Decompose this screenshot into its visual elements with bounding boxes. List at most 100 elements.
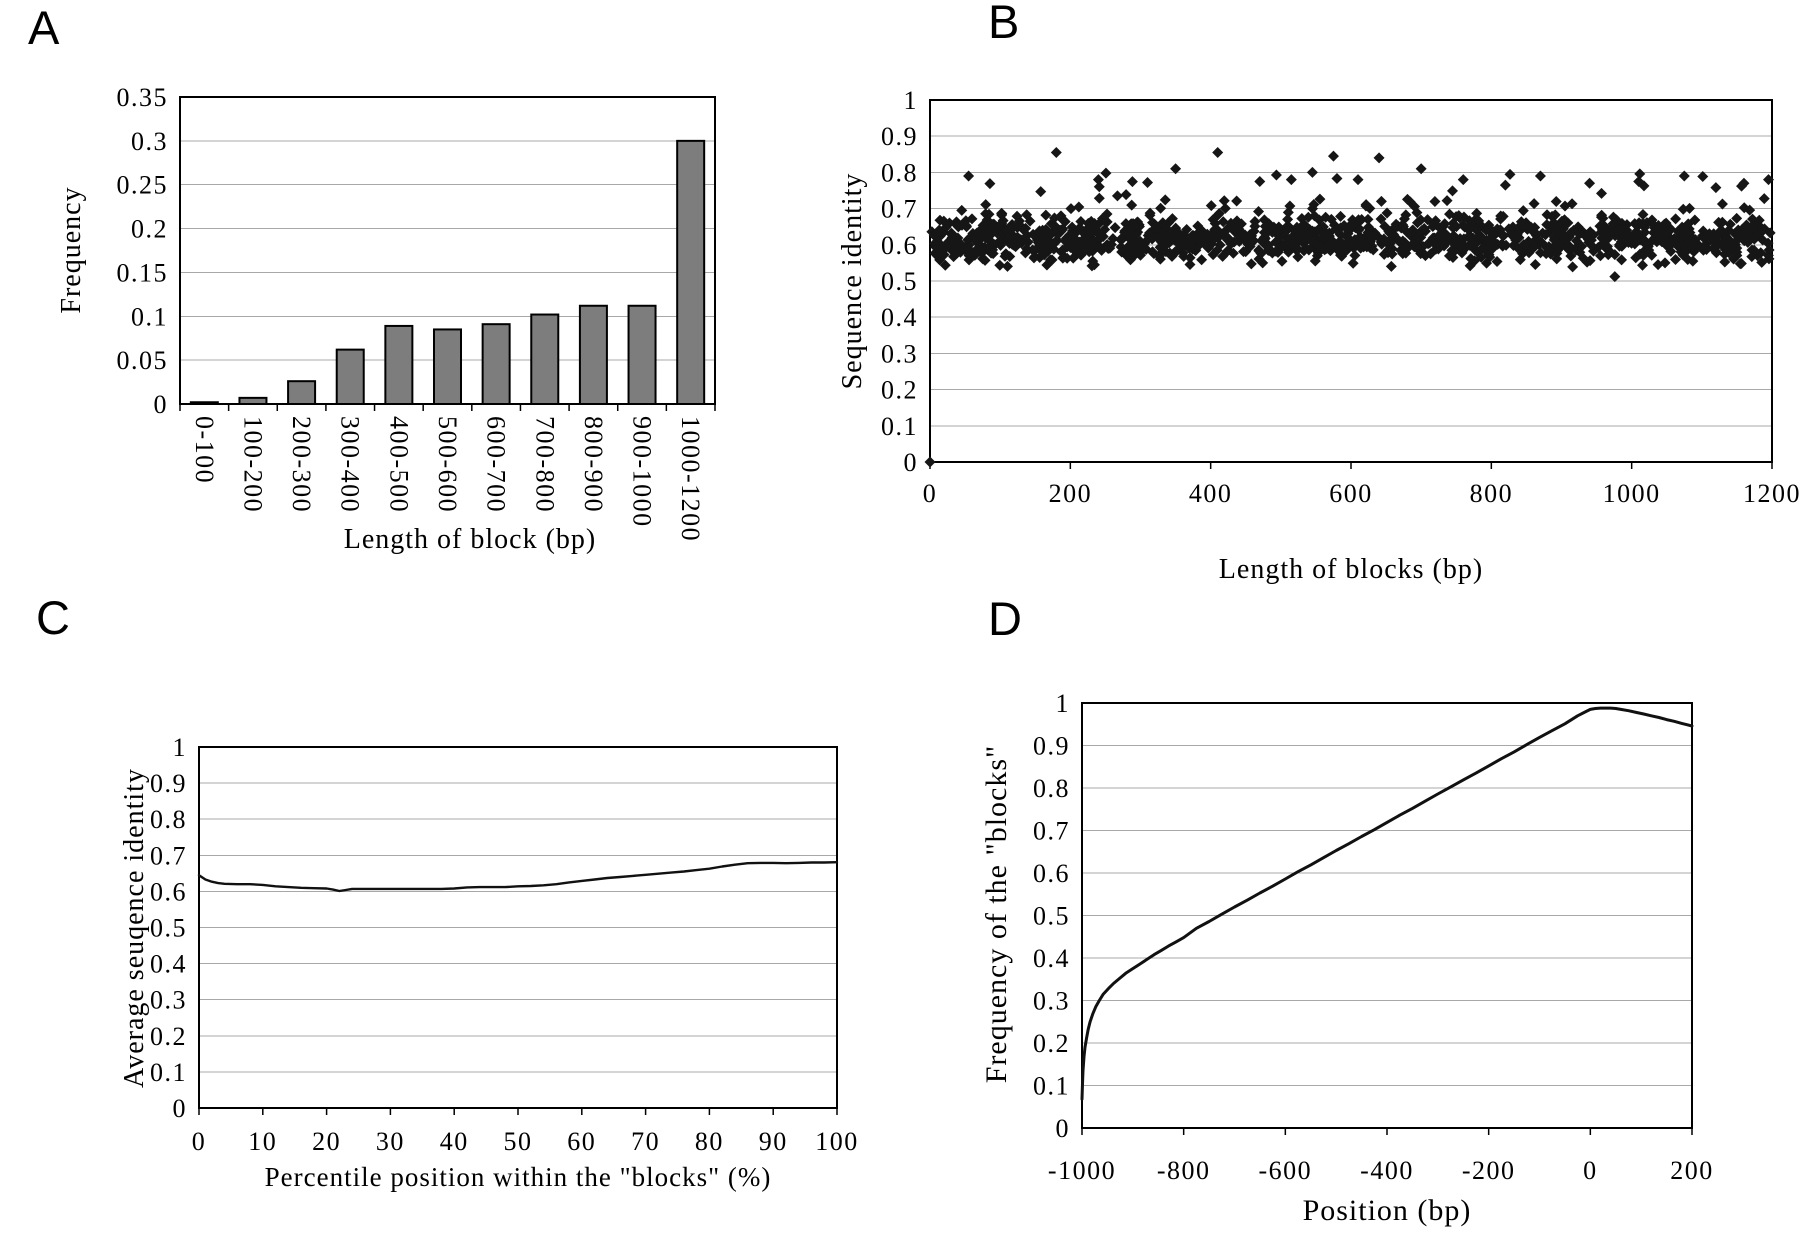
panel-b-data-point xyxy=(1483,249,1495,261)
panel-b-data-point xyxy=(1218,195,1230,207)
panel-b-data-point xyxy=(1509,231,1521,243)
panel-b-data-point xyxy=(1332,237,1344,249)
panel-b-data-point xyxy=(1470,213,1482,225)
panel-b-data-point xyxy=(1166,250,1178,262)
panel-b-data-point xyxy=(977,253,989,265)
panel-b-data-point xyxy=(1126,199,1138,211)
panel-d-x-axis-title: Position (bp) xyxy=(1302,1194,1472,1227)
panel-b-data-point xyxy=(1700,244,1712,256)
panel-b-data-point xyxy=(1064,241,1076,253)
panel-c-x-axis-title: Percentile position within the "blocks" … xyxy=(264,1162,772,1192)
panel-b-data-point xyxy=(1087,255,1099,267)
panel-a-x-category-label: 300-400 xyxy=(336,416,365,513)
panel-a-x-category-label: 200-300 xyxy=(287,416,316,513)
panel-b-data-point xyxy=(1095,243,1107,255)
panel-c-y-tick-label: 0.2 xyxy=(150,1022,187,1051)
panel-b-y-tick-label: 0.2 xyxy=(881,376,918,405)
panel-b-data-point xyxy=(939,259,951,271)
panel-b-data-point xyxy=(1670,254,1682,266)
panel-c-x-tick-label: 30 xyxy=(376,1127,405,1156)
panel-b-data-point xyxy=(1741,228,1753,240)
panel-d-y-tick-label: 0.6 xyxy=(1033,859,1070,888)
panel-c-y-tick-label: 0.9 xyxy=(150,769,187,798)
panel-b-data-point xyxy=(956,204,968,216)
panel-b-data-point xyxy=(1550,196,1562,208)
panel-b-data-point xyxy=(1601,240,1613,252)
panel-b-data-point xyxy=(1507,221,1519,233)
panel-b-data-point xyxy=(1276,255,1288,267)
panel-b-data-point xyxy=(1071,246,1083,258)
panel-a-bar xyxy=(530,313,560,406)
panel-a-letter: A xyxy=(28,1,60,54)
panel-c-x-tick-label: 10 xyxy=(248,1127,277,1156)
panel-b-data-point xyxy=(1352,174,1364,186)
panel-c-x-tick-label: 0 xyxy=(192,1127,207,1156)
panel-b-data-point xyxy=(1187,243,1199,255)
panel-b-data-point xyxy=(1240,246,1252,258)
panel-b-data-point xyxy=(963,243,975,255)
panel-b-data-point xyxy=(1120,189,1132,201)
panel-b-data-point xyxy=(1500,239,1512,251)
panel-a-x-category-label: 900-1000 xyxy=(628,416,657,528)
panel-b-data-point xyxy=(1634,168,1646,180)
panel-b-data-point xyxy=(1356,213,1368,225)
panel-d-y-axis-title: Frequency of the "blocks" xyxy=(980,744,1013,1084)
panel-b-data-point xyxy=(1637,249,1649,261)
panel-b-data-point xyxy=(933,249,945,261)
panel-b-data-point xyxy=(1633,175,1645,187)
panel-b-data-point xyxy=(1746,244,1758,256)
panel-b-data-point xyxy=(1320,211,1332,223)
panel-b-data-point xyxy=(1758,193,1770,205)
panel-a-y-axis-title: Frequency xyxy=(56,186,87,314)
panel-b-data-point xyxy=(1494,224,1506,236)
panel-b-data-point xyxy=(1040,209,1052,221)
panel-b-data-point xyxy=(1177,247,1189,259)
panel-b-data-point xyxy=(939,242,951,254)
panel-b-data-point xyxy=(1221,234,1233,246)
panel-b-data-point xyxy=(1361,241,1373,253)
panel-b-data-point xyxy=(1059,216,1071,228)
panel-b-data-point xyxy=(1231,195,1243,207)
panel-b-data-point xyxy=(1551,253,1563,265)
panel-b-data-point xyxy=(948,251,960,263)
panel-b-data-point xyxy=(1548,234,1560,246)
panel-c-x-tick-label: 90 xyxy=(759,1127,788,1156)
panel-b-data-point xyxy=(1221,223,1233,235)
panel-b-data-point xyxy=(1637,208,1649,220)
panel-b-data-point xyxy=(1597,237,1609,249)
panel-b-x-tick-label: 600 xyxy=(1329,479,1373,508)
panel-b-data-point xyxy=(1464,239,1476,251)
panel-b-data-point xyxy=(1259,231,1271,243)
panel-b-data-point xyxy=(1574,246,1586,258)
panel-b-data-point xyxy=(1455,242,1467,254)
panel-b-y-tick-label: 0.6 xyxy=(881,231,918,260)
panel-b-data-point xyxy=(1705,234,1717,246)
panel-b-data-point xyxy=(1015,237,1027,249)
panel-b-data-point xyxy=(1546,210,1558,222)
panel-b-data-point xyxy=(1129,221,1141,233)
panel-b-data-point xyxy=(1473,246,1485,258)
panel-b-data-point xyxy=(1540,229,1552,241)
panel-b-data-point xyxy=(1370,229,1382,241)
panel-b-data-point xyxy=(1596,187,1608,199)
panel-b-data-point xyxy=(1327,150,1339,162)
panel-b-data-point xyxy=(1335,210,1347,222)
panel-c-y-tick-label: 0.4 xyxy=(150,950,187,979)
panel-b-data-point xyxy=(980,199,992,211)
panel-b-data-point xyxy=(1254,175,1266,187)
panel-b-data-point xyxy=(1438,240,1450,252)
panel-b-data-point xyxy=(1018,224,1030,236)
panel-b-data-point xyxy=(1439,218,1451,230)
panel-b-data-point xyxy=(1296,236,1308,248)
panel-b-data-point xyxy=(1541,219,1553,231)
panel-d-x-tick-label: -200 xyxy=(1462,1156,1516,1185)
panel-b-data-point xyxy=(1342,232,1354,244)
panel-b-data-point xyxy=(1747,222,1759,234)
panel-b-data-point xyxy=(1001,260,1013,272)
panel-b-x-tick-label: 0 xyxy=(923,479,938,508)
panel-b-data-point xyxy=(1397,238,1409,250)
panel-d-y-tick-label: 0.8 xyxy=(1033,774,1070,803)
panel-b-data-point xyxy=(1430,219,1442,231)
panel-d-data-line xyxy=(1080,706,1694,1101)
